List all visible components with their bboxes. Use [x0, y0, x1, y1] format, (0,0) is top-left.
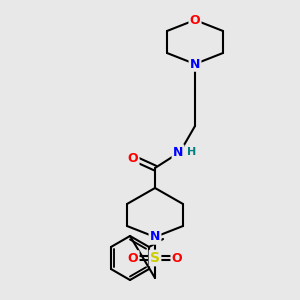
- Text: O: O: [172, 251, 182, 265]
- Text: N: N: [190, 58, 200, 70]
- Text: H: H: [188, 147, 196, 157]
- Text: S: S: [150, 251, 160, 265]
- Text: O: O: [128, 152, 138, 164]
- Text: N: N: [173, 146, 183, 158]
- Text: O: O: [128, 251, 138, 265]
- Text: O: O: [190, 14, 200, 26]
- Text: N: N: [150, 230, 160, 244]
